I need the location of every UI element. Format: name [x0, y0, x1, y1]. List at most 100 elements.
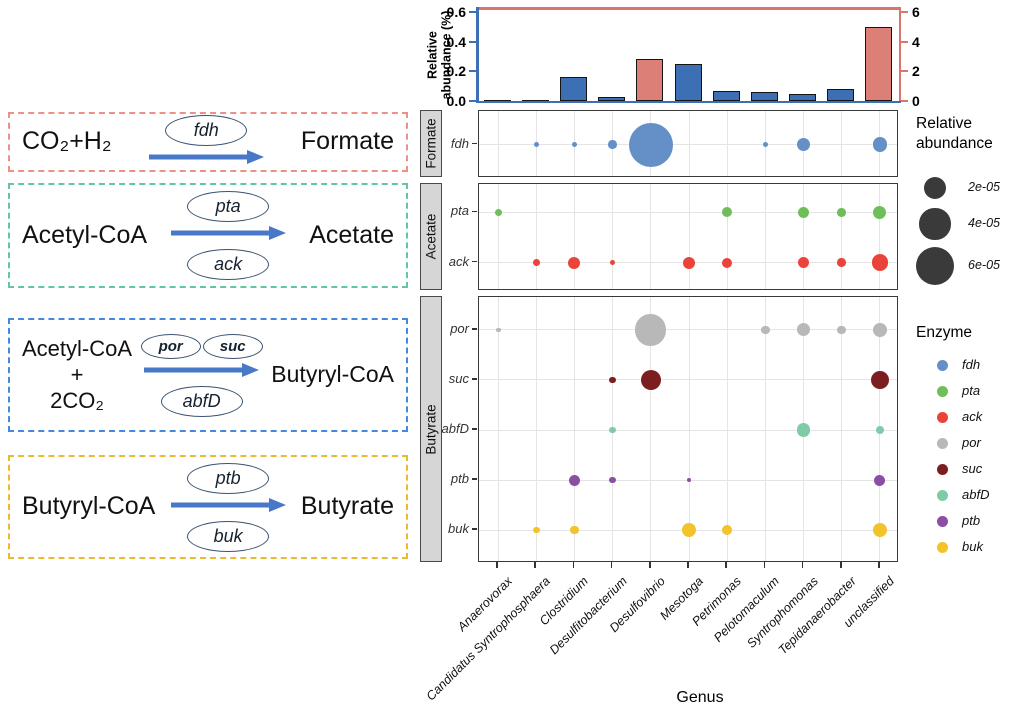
- x-axis-title: Genus: [676, 689, 724, 706]
- dot-ptb-Mesotoga: [686, 477, 692, 483]
- gridline-v: [535, 297, 537, 561]
- enzyme-legend-label: suc: [962, 461, 983, 476]
- bar-Clostridium: [559, 77, 587, 101]
- butyryl-coa-reaction: Acetyl-CoA +2CO₂ por suc abfD Butyryl-CoA: [8, 318, 408, 432]
- reaction-arrow-icon: [170, 225, 286, 246]
- dot-fdh-Desulfitobacterium: [608, 140, 617, 149]
- gene-axis-tick: [472, 210, 477, 213]
- right-axis-tick-label: 6: [912, 4, 920, 20]
- x-axis-tick: [725, 562, 727, 568]
- dot-pta-Anaerovorax: [494, 208, 502, 216]
- dot-suc-unclassified: [870, 370, 890, 390]
- bar-Pelotomaculum: [750, 92, 778, 101]
- gene-label-suc: suc: [448, 370, 469, 386]
- left-axis-tick-label: 0.2: [446, 63, 466, 80]
- strip-Butyrate: Butyrate: [420, 296, 442, 562]
- gridline-h: [479, 211, 897, 213]
- butyryl-coa-reaction-reaction-arrow-group: por suc abfD: [140, 333, 263, 417]
- butyrate-reaction-substrate: Butyryl-CoA: [22, 492, 155, 522]
- acetate-reaction: Acetyl-CoA pta ack Acetate: [8, 183, 408, 288]
- dot-buk-Clostridium: [570, 525, 579, 535]
- dot-ack-unclassified: [871, 254, 889, 271]
- enzyme-ellipse: por: [140, 333, 201, 359]
- gene-axis-tick: [472, 478, 477, 480]
- dot-pta-Petrimonas: [722, 207, 733, 218]
- bottom-enzymes: abfD: [160, 385, 243, 417]
- gridline-v: [764, 184, 766, 289]
- gridline-v: [841, 111, 843, 176]
- dot-fdh-Desulfovibrio: [628, 122, 673, 167]
- bar-Desulfovibrio: [636, 59, 664, 101]
- enzyme-legend-label: buk: [962, 539, 983, 554]
- bottom-enzymes: ack: [187, 249, 270, 280]
- bar-chart-y-axis-label: Relative abundance (%): [425, 10, 454, 100]
- dot-buk-Mesotoga: [682, 523, 696, 537]
- left-axis-tick: [469, 70, 476, 73]
- bar-chart-right-axis: [898, 7, 901, 103]
- strip-label: Acetate: [423, 213, 439, 260]
- size-legend-title: Relative abundance: [916, 115, 993, 152]
- butyryl-coa-reaction-substrate: Acetyl-CoA +2CO₂: [22, 336, 132, 414]
- gene-label-pta: pta: [450, 203, 469, 219]
- top-enzymes: por suc: [140, 333, 263, 359]
- gridline-v: [497, 111, 499, 176]
- substrate-line: 2CO₂: [50, 387, 104, 413]
- dot-ack-Petrimonas: [722, 257, 733, 268]
- acetate-reaction-reaction-arrow-group: pta ack: [170, 191, 286, 280]
- substrate-line: Acetyl-CoA: [22, 220, 148, 249]
- bar-Syntrophomonas: [789, 93, 817, 101]
- gridline-v: [688, 111, 690, 176]
- right-axis-tick-label: 0: [912, 93, 920, 109]
- gridline-v: [841, 297, 843, 561]
- substrate-line: Acetyl-CoA: [22, 336, 133, 362]
- dot-por-Anaerovorax: [495, 327, 501, 333]
- dot-fdh-Candidatus Syntrophosphaera: [533, 142, 539, 147]
- dot-pta-Syntrophomonas: [798, 206, 810, 218]
- gene-label-fdh: fdh: [450, 135, 469, 151]
- gridline-v: [650, 297, 652, 561]
- bar-Desulfitobacterium: [598, 96, 626, 101]
- enzyme-legend-swatch-ack: [937, 411, 948, 423]
- enzyme-legend-swatch-ptb: [937, 515, 948, 527]
- right-axis-tick-label: 2: [912, 63, 920, 80]
- size-legend-label: 4e-05: [968, 216, 1000, 230]
- acetate-reaction-product: Acetate: [309, 220, 394, 249]
- right-axis-tick: [901, 70, 908, 73]
- dot-ack-Desulfitobacterium: [610, 260, 616, 266]
- gene-label-abfD: abfD: [441, 421, 469, 436]
- bar-Petrimonas: [712, 90, 740, 101]
- enzyme-ellipse: abfD: [160, 385, 243, 417]
- strip-Acetate: Acetate: [420, 183, 442, 290]
- bar-Mesotoga: [674, 63, 702, 101]
- dot-ack-Mesotoga: [682, 256, 696, 269]
- gridline-v: [688, 184, 690, 289]
- right-axis-tick: [901, 10, 908, 14]
- x-axis-tick: [763, 562, 766, 568]
- formate-reaction: CO₂+H₂ fdh Formate: [8, 112, 408, 172]
- size-legend-circle: [919, 208, 951, 240]
- x-axis-tick: [839, 562, 842, 568]
- dot-fdh-Syntrophomonas: [797, 137, 811, 151]
- dot-buk-unclassified: [872, 522, 888, 538]
- gridline-v: [650, 184, 652, 289]
- dot-fdh-unclassified: [872, 137, 888, 152]
- dot-pta-unclassified: [873, 205, 887, 219]
- top-enzymes: pta: [187, 191, 270, 222]
- enzyme-ellipse: pta: [187, 191, 270, 222]
- left-axis-tick-label: 0.0: [446, 93, 466, 109]
- x-axis-tick: [878, 562, 880, 568]
- enzyme-legend-swatch-suc: [937, 463, 948, 475]
- dot-buk-Candidatus Syntrophosphaera: [532, 526, 540, 534]
- left-axis-tick: [469, 99, 476, 103]
- gridline-v: [573, 184, 575, 289]
- left-axis-tick-label: 0.6: [446, 4, 466, 20]
- strip-Formate: Formate: [420, 110, 442, 177]
- gridline-v: [726, 297, 728, 561]
- dot-abfD-Desulfitobacterium: [609, 426, 617, 434]
- gene-label-ack: ack: [448, 253, 469, 269]
- dot-pta-Tepidanaerobacter: [837, 208, 846, 217]
- gene-axis-tick: [472, 260, 477, 263]
- right-axis-tick: [901, 40, 908, 43]
- dot-ack-Tepidanaerobacter: [837, 258, 846, 267]
